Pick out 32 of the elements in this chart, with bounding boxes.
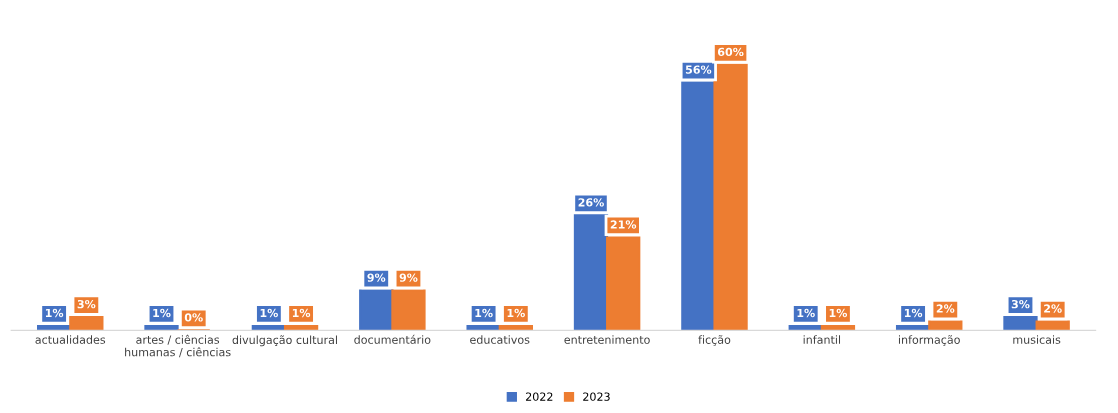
x-tick-label: artes / ciências humanas / ciências — [125, 334, 231, 358]
data-label: 1% — [475, 308, 493, 318]
x-tick-label: infantil — [803, 335, 841, 344]
legend-label: 2023 — [583, 392, 610, 401]
data-label: 9% — [367, 273, 386, 282]
data-label: 1% — [45, 308, 64, 318]
data-label: 1% — [292, 308, 311, 318]
x-tick-label: musicais — [1013, 335, 1061, 344]
x-tick-label: documentário — [354, 334, 431, 344]
data-label: 3% — [77, 299, 96, 309]
data-label: 56% — [685, 65, 712, 74]
x-tick-label: actualidades — [35, 335, 106, 344]
data-label: 1% — [507, 308, 525, 318]
x-tick-label: entretenimento — [564, 335, 650, 344]
data-label: 0% — [184, 313, 203, 322]
data-label: 2% — [936, 304, 955, 313]
data-label: 1% — [260, 308, 278, 318]
data-label: 1% — [904, 308, 923, 318]
data-label: 1% — [153, 308, 171, 318]
x-tick-label: informação — [898, 335, 960, 346]
data-label: 2% — [1044, 304, 1062, 313]
data-label: 60% — [717, 47, 744, 57]
x-tick-label: educativos — [470, 335, 530, 344]
legend-label: 2022 — [525, 392, 553, 401]
data-label: 9% — [399, 273, 418, 282]
x-tick-label: divulgação cultural — [232, 335, 337, 347]
data-label: 1% — [797, 308, 815, 318]
data-label: 21% — [610, 220, 637, 229]
data-label: 26% — [578, 198, 604, 207]
data-label: 1% — [829, 308, 848, 318]
x-tick-label: ficção — [698, 335, 731, 346]
data-label: 3% — [1011, 299, 1030, 309]
